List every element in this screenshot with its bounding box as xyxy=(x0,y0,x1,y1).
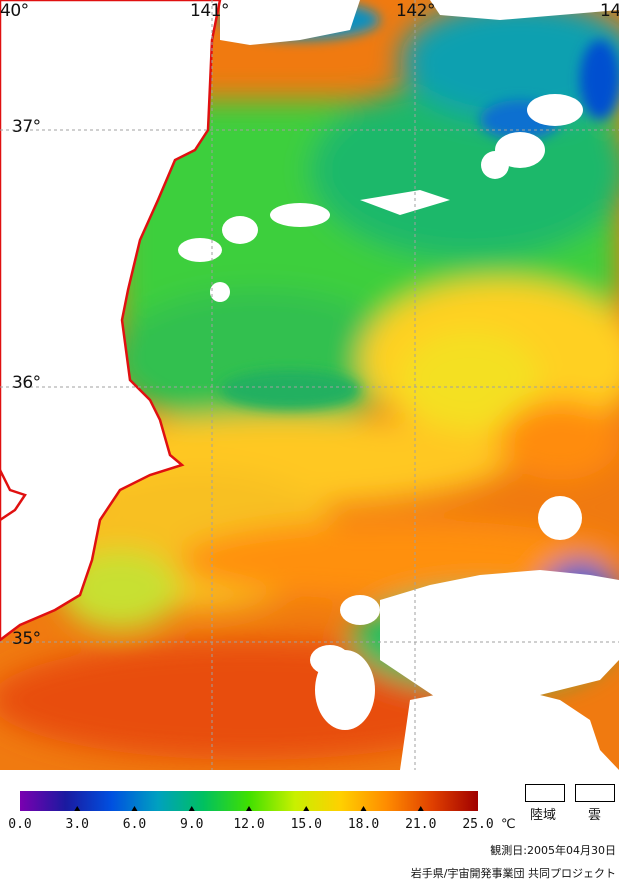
scale-tick-label: 15.0 xyxy=(290,817,322,832)
latitude-label-35: 35° xyxy=(12,629,41,649)
graticule xyxy=(0,0,619,770)
scale-tick-mark xyxy=(131,806,138,811)
longitude-label-141: 141° xyxy=(190,1,229,21)
legend-panel: 0.0 3.0 6.0 9.0 12.0 15.0 18.0 21.0 25.0 ℃ 陸域 雲 … xyxy=(0,770,619,881)
scale-tick-mark xyxy=(188,806,195,811)
temperature-color-scale xyxy=(20,791,478,811)
scale-tick-label: 3.0 xyxy=(65,817,89,832)
scale-tick-label: 0.0 xyxy=(8,817,32,832)
scale-tick-label: 9.0 xyxy=(180,817,204,832)
cloud-key-swatch xyxy=(575,784,615,802)
sst-map xyxy=(0,0,619,770)
land-area xyxy=(0,0,222,642)
scale-tick-label: 21.0 xyxy=(405,817,437,832)
latitude-label-37: 37° xyxy=(12,117,41,137)
land-key-label: 陸域 xyxy=(530,808,557,823)
credit-text: 岩手県/宇宙開発事業団 共同プロジェクト xyxy=(410,867,616,880)
land-key-swatch xyxy=(525,784,565,802)
longitude-label-140: 40° xyxy=(0,1,29,21)
scale-tick-mark xyxy=(360,806,367,811)
scale-tick-mark xyxy=(303,806,310,811)
scale-tick-label: 18.0 xyxy=(347,817,380,832)
scale-tick-mark xyxy=(74,806,81,811)
scale-tick-mark xyxy=(246,806,252,811)
longitude-label-143: 14 xyxy=(600,1,619,21)
scale-tick-label: 12.0 xyxy=(233,817,265,832)
scale-tick-label: 25.0 xyxy=(462,817,494,832)
scale-tick-label: 6.0 xyxy=(122,817,147,832)
longitude-label-142: 142° xyxy=(396,1,435,21)
observation-date: 観測日:2005年04月30日 xyxy=(490,844,616,857)
cloud-mask xyxy=(178,0,619,770)
scale-tick-mark xyxy=(417,806,424,811)
cloud-key-label: 雲 xyxy=(588,808,602,823)
unit-label: ℃ xyxy=(501,817,516,832)
latitude-label-36: 36° xyxy=(12,373,41,393)
